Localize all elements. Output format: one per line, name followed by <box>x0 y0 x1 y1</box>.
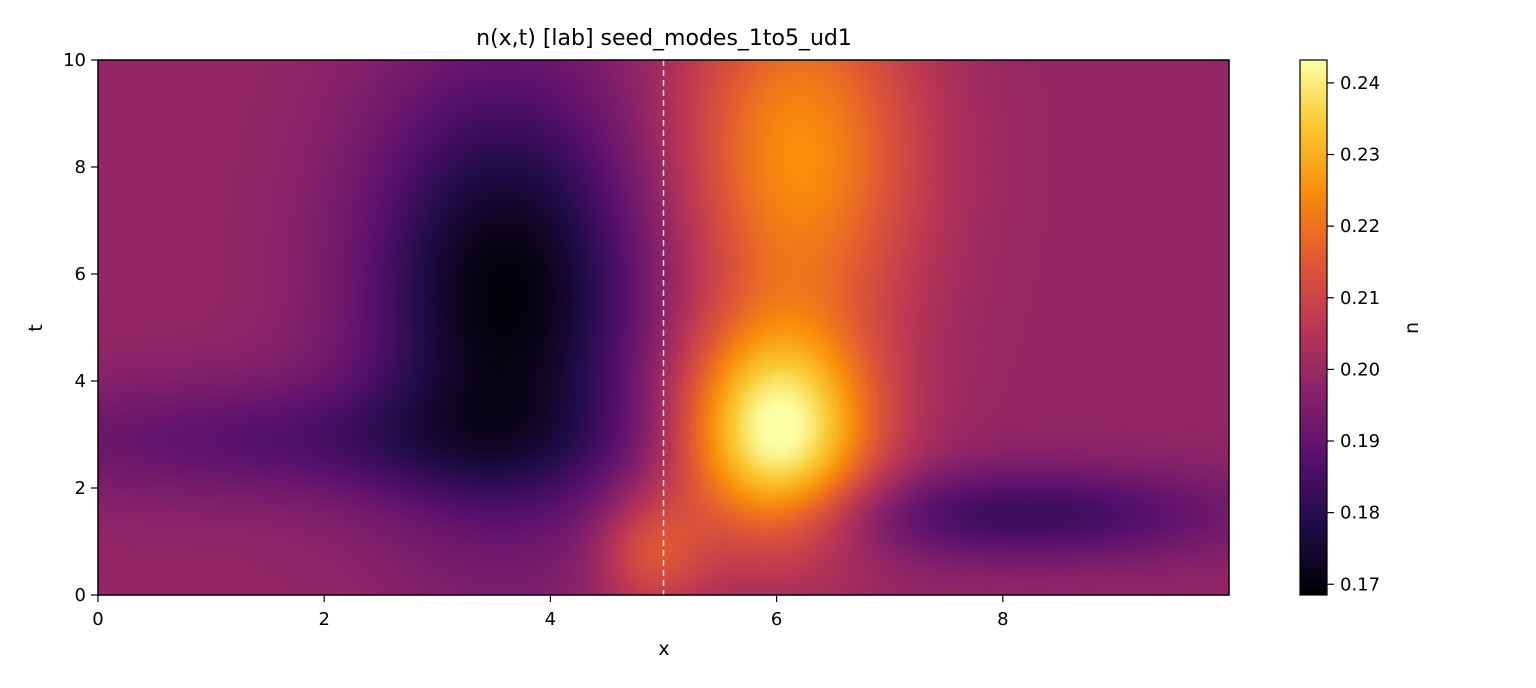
colorbar-tick-label: 0.23 <box>1340 145 1380 166</box>
y-axis-label: t <box>25 324 47 331</box>
colorbar-tick-label: 0.20 <box>1340 359 1380 380</box>
y-tick-label: 0 <box>75 585 86 606</box>
colorbar-tick-label: 0.24 <box>1340 73 1380 94</box>
x-tick-label: 2 <box>318 609 329 630</box>
x-tick-label: 8 <box>997 609 1008 630</box>
colorbar-label: n <box>1401 322 1423 334</box>
y-tick-label: 6 <box>75 264 86 285</box>
x-tick-label: 4 <box>545 609 556 630</box>
y-tick-label: 2 <box>75 478 86 499</box>
plot-frame <box>97 59 1230 596</box>
y-axis: 0 2 4 6 8 10 <box>63 50 98 606</box>
x-axis-label: x <box>658 638 669 660</box>
colorbar-tick-label: 0.17 <box>1340 574 1380 595</box>
colorbar-tick-label: 0.19 <box>1340 431 1380 452</box>
colorbar-gradient <box>1299 59 1328 596</box>
y-tick-label: 8 <box>75 157 86 178</box>
colorbar-tick-label: 0.18 <box>1340 503 1380 524</box>
y-tick-label: 10 <box>63 50 86 71</box>
x-tick-label: 6 <box>771 609 782 630</box>
colorbar-ticks: 0.17 0.18 0.19 0.20 0.21 0.22 0.23 0.24 <box>1327 73 1380 595</box>
x-axis: 0 2 4 6 8 <box>92 595 1009 630</box>
colorbar-tick-label: 0.22 <box>1340 216 1380 237</box>
y-tick-label: 4 <box>75 371 86 392</box>
colorbar-tick-label: 0.21 <box>1340 288 1380 309</box>
x-tick-label: 0 <box>92 609 103 630</box>
plot-area <box>97 59 1230 596</box>
colorbar: 0.17 0.18 0.19 0.20 0.21 0.22 0.23 0.24 n <box>1299 59 1423 596</box>
chart-title: n(x,t) [lab] seed_modes_1to5_ud1 <box>476 26 852 51</box>
